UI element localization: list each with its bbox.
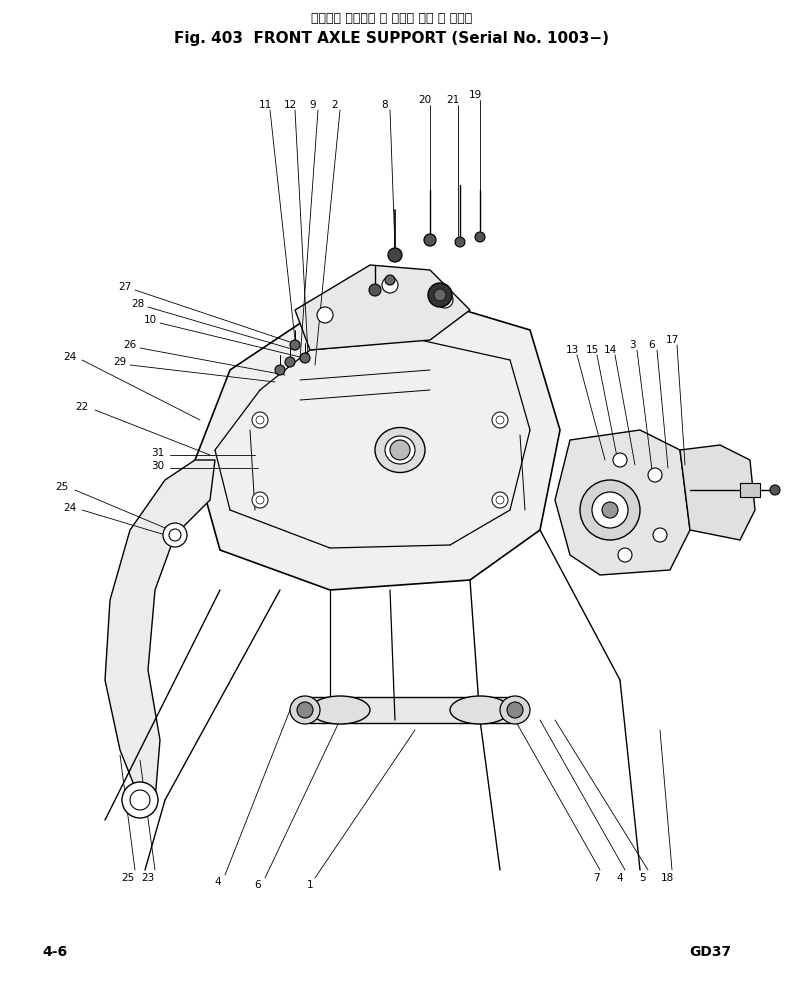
Circle shape [252,492,268,508]
Circle shape [285,357,295,367]
Text: 6: 6 [648,340,655,350]
Circle shape [475,232,485,242]
Text: 1: 1 [307,880,313,890]
Circle shape [496,496,504,504]
Text: 20: 20 [418,95,432,105]
Ellipse shape [500,696,530,724]
Circle shape [653,528,667,542]
Circle shape [428,283,452,307]
Ellipse shape [290,696,320,724]
Circle shape [385,275,395,285]
Circle shape [122,782,158,818]
Polygon shape [680,445,755,540]
Text: 11: 11 [258,100,272,110]
Polygon shape [195,300,560,590]
Circle shape [492,492,508,508]
Text: 7: 7 [593,873,599,883]
Circle shape [496,416,504,424]
Circle shape [256,496,264,504]
Text: 4-6: 4-6 [42,945,68,959]
Circle shape [434,289,446,301]
Circle shape [455,237,465,247]
Text: 23: 23 [141,873,155,883]
Circle shape [369,284,381,296]
Ellipse shape [375,427,425,472]
Ellipse shape [310,696,370,724]
Text: 13: 13 [565,345,579,355]
Text: 22: 22 [75,402,89,412]
Text: 5: 5 [640,873,646,883]
Text: 19: 19 [469,90,482,100]
Circle shape [770,485,780,495]
Text: 8: 8 [382,100,389,110]
Circle shape [592,492,628,528]
Text: 25: 25 [122,873,134,883]
Text: 31: 31 [152,448,165,458]
Text: フロント アクスル サ ポート （適 用 号。機: フロント アクスル サ ポート （適 用 号。機 [312,12,473,25]
Polygon shape [295,265,470,350]
Circle shape [437,292,453,308]
Ellipse shape [450,696,510,724]
Text: 9: 9 [310,100,316,110]
Text: 18: 18 [660,873,674,883]
Circle shape [388,248,402,262]
Circle shape [130,790,150,810]
Text: 24: 24 [64,503,77,513]
Text: 27: 27 [119,282,132,292]
Text: Fig. 403  FRONT AXLE SUPPORT (Serial No. 1003−): Fig. 403 FRONT AXLE SUPPORT (Serial No. … [174,30,609,45]
Bar [740,483,760,497]
Polygon shape [555,430,690,575]
Text: 4: 4 [214,877,221,887]
Circle shape [648,468,662,482]
Text: 10: 10 [144,315,156,325]
Circle shape [613,453,627,467]
Text: 29: 29 [113,357,126,367]
Text: 4: 4 [617,873,623,883]
Circle shape [275,365,285,375]
Text: 26: 26 [123,340,137,350]
Circle shape [618,548,632,562]
Text: 21: 21 [447,95,460,105]
Ellipse shape [385,436,415,464]
Circle shape [390,440,410,460]
Text: 2: 2 [332,100,338,110]
Text: GD37: GD37 [689,945,731,959]
Circle shape [252,412,268,428]
Text: 12: 12 [283,100,297,110]
Polygon shape [310,697,510,723]
Circle shape [382,277,398,293]
Text: 3: 3 [629,340,635,350]
Text: 28: 28 [131,299,144,309]
Circle shape [602,502,618,518]
Circle shape [580,480,640,540]
Text: 17: 17 [666,335,678,345]
Circle shape [317,307,333,323]
Polygon shape [105,460,215,800]
Circle shape [256,416,264,424]
Circle shape [507,702,523,718]
Circle shape [169,529,181,541]
Circle shape [290,340,300,350]
Text: 6: 6 [254,880,261,890]
Text: 24: 24 [64,352,77,362]
Circle shape [424,234,436,246]
Text: 30: 30 [152,461,165,471]
Circle shape [163,523,187,547]
Text: 14: 14 [604,345,617,355]
Circle shape [300,353,310,363]
Circle shape [492,412,508,428]
Text: 25: 25 [56,482,68,492]
Text: 15: 15 [586,345,599,355]
Circle shape [297,702,313,718]
